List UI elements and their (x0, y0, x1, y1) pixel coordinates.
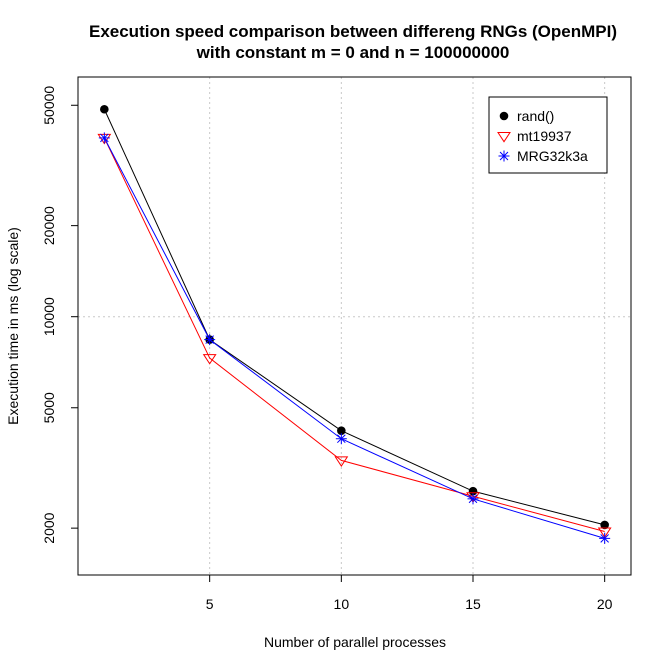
data-point-mrg32k3a (98, 132, 110, 144)
x-tick-label: 5 (206, 596, 214, 612)
y-tick-label: 20000 (41, 206, 57, 245)
x-tick-label: 20 (597, 596, 613, 612)
x-tick-label: 15 (465, 596, 481, 612)
data-point-mrg32k3a (204, 334, 216, 346)
x-axis: 5 10 15 20 (206, 574, 613, 612)
data-point-mrg32k3a (467, 493, 479, 505)
data-point-mrg32k3a (599, 532, 611, 544)
y-axis: 2000 5000 10000 20000 50000 (41, 86, 79, 544)
legend-label: MRG32k3a (517, 148, 588, 164)
legend-marker (497, 132, 511, 143)
legend-marker (498, 150, 510, 162)
chart-title: Execution speed comparison between diffe… (89, 22, 617, 41)
data-point-rand (600, 520, 609, 530)
x-axis-label: Number of parallel processes (264, 634, 446, 650)
x-tick-label: 10 (334, 596, 350, 612)
data-point-mt19937 (597, 527, 612, 539)
data-point-rand (100, 104, 109, 114)
legend-marker (499, 111, 509, 121)
legend-label: mt19937 (517, 128, 572, 144)
y-tick-label: 10000 (41, 297, 57, 336)
y-tick-label: 50000 (41, 86, 57, 125)
plot-series (97, 104, 612, 544)
series-line-mt19937 (103, 137, 605, 532)
y-axis-label: Execution time in ms (log scale) (5, 227, 21, 425)
chart-subtitle: with constant m = 0 and n = 100000000 (196, 43, 510, 62)
data-point-mt19937 (202, 354, 217, 365)
legend-label: rand() (517, 108, 554, 124)
data-point-mt19937 (334, 456, 349, 467)
y-tick-label: 2000 (41, 512, 57, 543)
data-point-mrg32k3a (335, 433, 347, 445)
legend: rand() mt19937 MRG32k3a (488, 96, 608, 174)
y-tick-label: 5000 (41, 392, 57, 423)
